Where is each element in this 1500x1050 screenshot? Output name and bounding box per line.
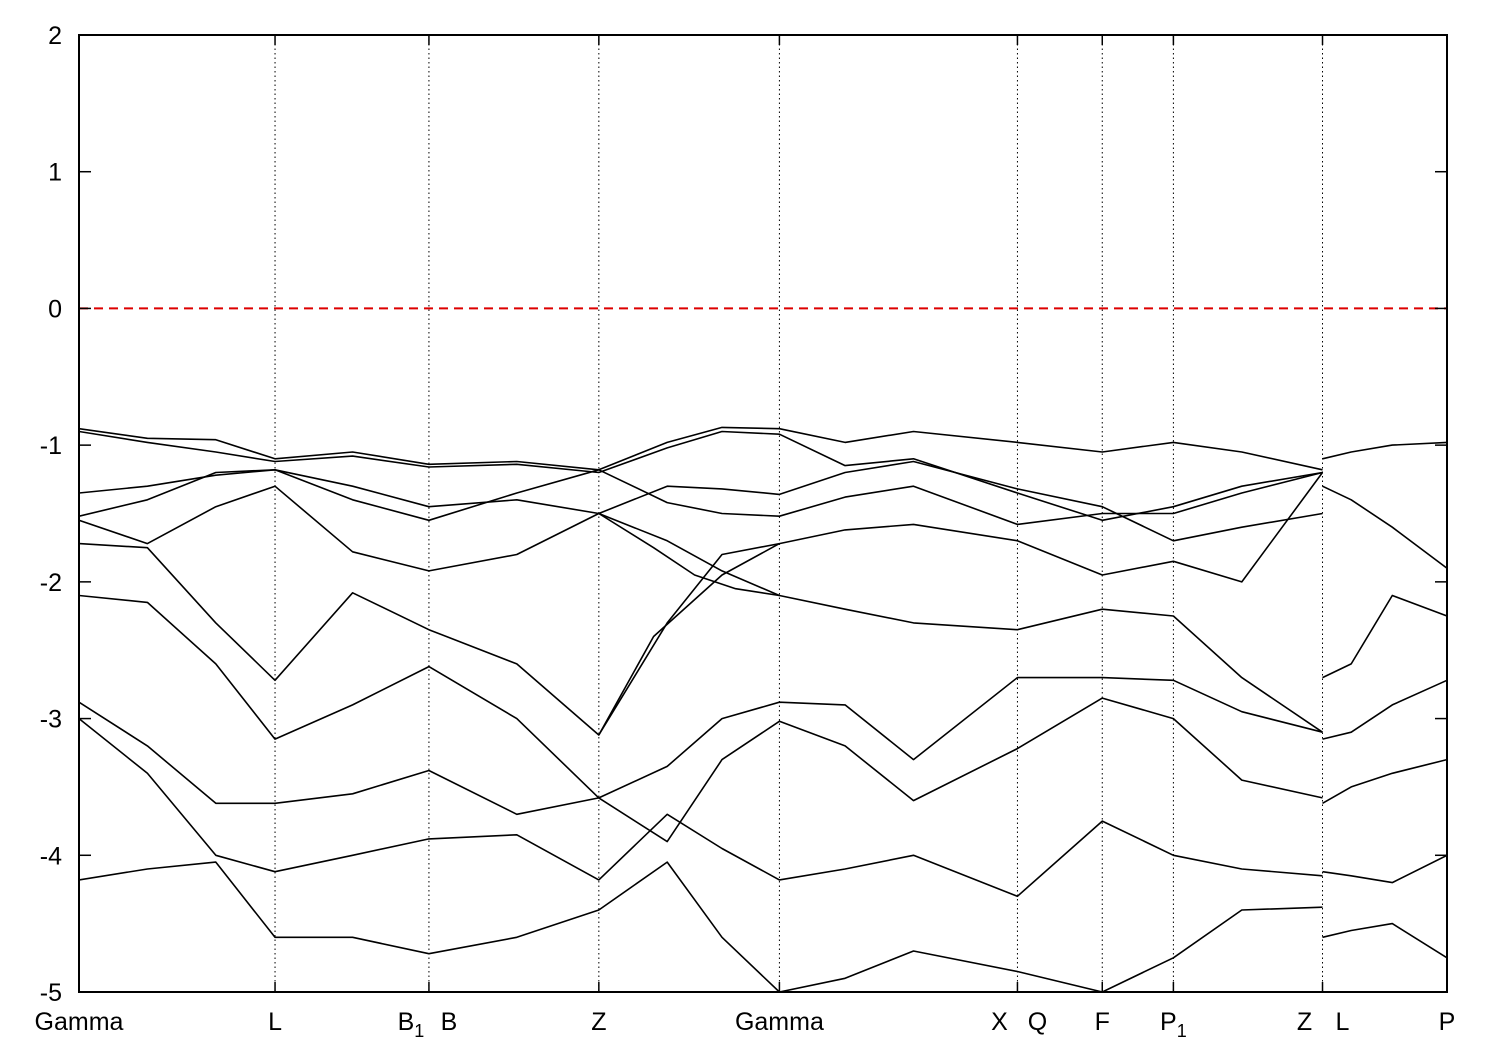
y-tick-label-2: 0 xyxy=(48,295,62,323)
kpoint-label-2: B1 xyxy=(398,1008,425,1041)
kpoint-label-9: P1 xyxy=(1160,1008,1187,1041)
band-15 xyxy=(1322,679,1447,740)
kpoint-label-0: Gamma xyxy=(35,1008,124,1036)
y-tick-label-1: 1 xyxy=(48,159,62,187)
band-16 xyxy=(1322,758,1447,804)
band-11 xyxy=(598,512,780,597)
kpoint-label-11: L xyxy=(1336,1008,1350,1036)
y-axis-ticks: 2 1 0 -1 -2 -3 -4 -5 xyxy=(40,22,1447,1007)
kpoint-label-5: Gamma xyxy=(735,1008,824,1036)
band-8 xyxy=(79,717,1323,898)
band-9 xyxy=(79,861,1323,992)
band-1 xyxy=(79,430,1323,522)
kpoint-label-4: Z xyxy=(591,1008,606,1036)
band-3 xyxy=(79,460,1323,542)
kpoint-subscript-9: 1 xyxy=(1177,1021,1187,1041)
band-lines xyxy=(79,426,1447,992)
y-tick-label-6: -4 xyxy=(40,842,62,870)
kpoint-label-6: X xyxy=(991,1008,1008,1036)
y-tick-label-4: -2 xyxy=(40,569,62,597)
band-12 xyxy=(1322,441,1447,460)
band-6 xyxy=(79,594,1323,799)
y-tick-label-7: -5 xyxy=(40,979,62,1007)
band-17 xyxy=(1322,854,1447,884)
band-13 xyxy=(1322,485,1447,569)
band-5 xyxy=(79,472,1324,736)
y-tick-label-5: -3 xyxy=(40,706,62,734)
kpoint-label-7: Q xyxy=(1028,1008,1047,1036)
kpoint-label-8: F xyxy=(1095,1008,1110,1036)
kpoint-label-10: Z xyxy=(1297,1008,1312,1036)
kpoint-label-3: B xyxy=(441,1008,458,1036)
band-0 xyxy=(79,426,1323,471)
band-14 xyxy=(1322,594,1447,679)
x-axis-kpoint-labels: Gamma L B1 B Z Gamma X Q F P1 Z L P xyxy=(35,35,1456,1041)
band-10 xyxy=(598,542,780,736)
y-tick-label-0: 2 xyxy=(48,22,62,50)
plot-frame xyxy=(78,34,1448,993)
kpoint-subscript-2: 1 xyxy=(414,1021,424,1041)
y-tick-label-3: -1 xyxy=(40,432,62,460)
band-2 xyxy=(79,468,1323,526)
band-18 xyxy=(1322,922,1447,959)
kpoint-label-1: L xyxy=(268,1008,282,1036)
band-4 xyxy=(79,485,1323,733)
band-7 xyxy=(79,697,1323,843)
kpoint-label-12: P xyxy=(1439,1008,1456,1036)
